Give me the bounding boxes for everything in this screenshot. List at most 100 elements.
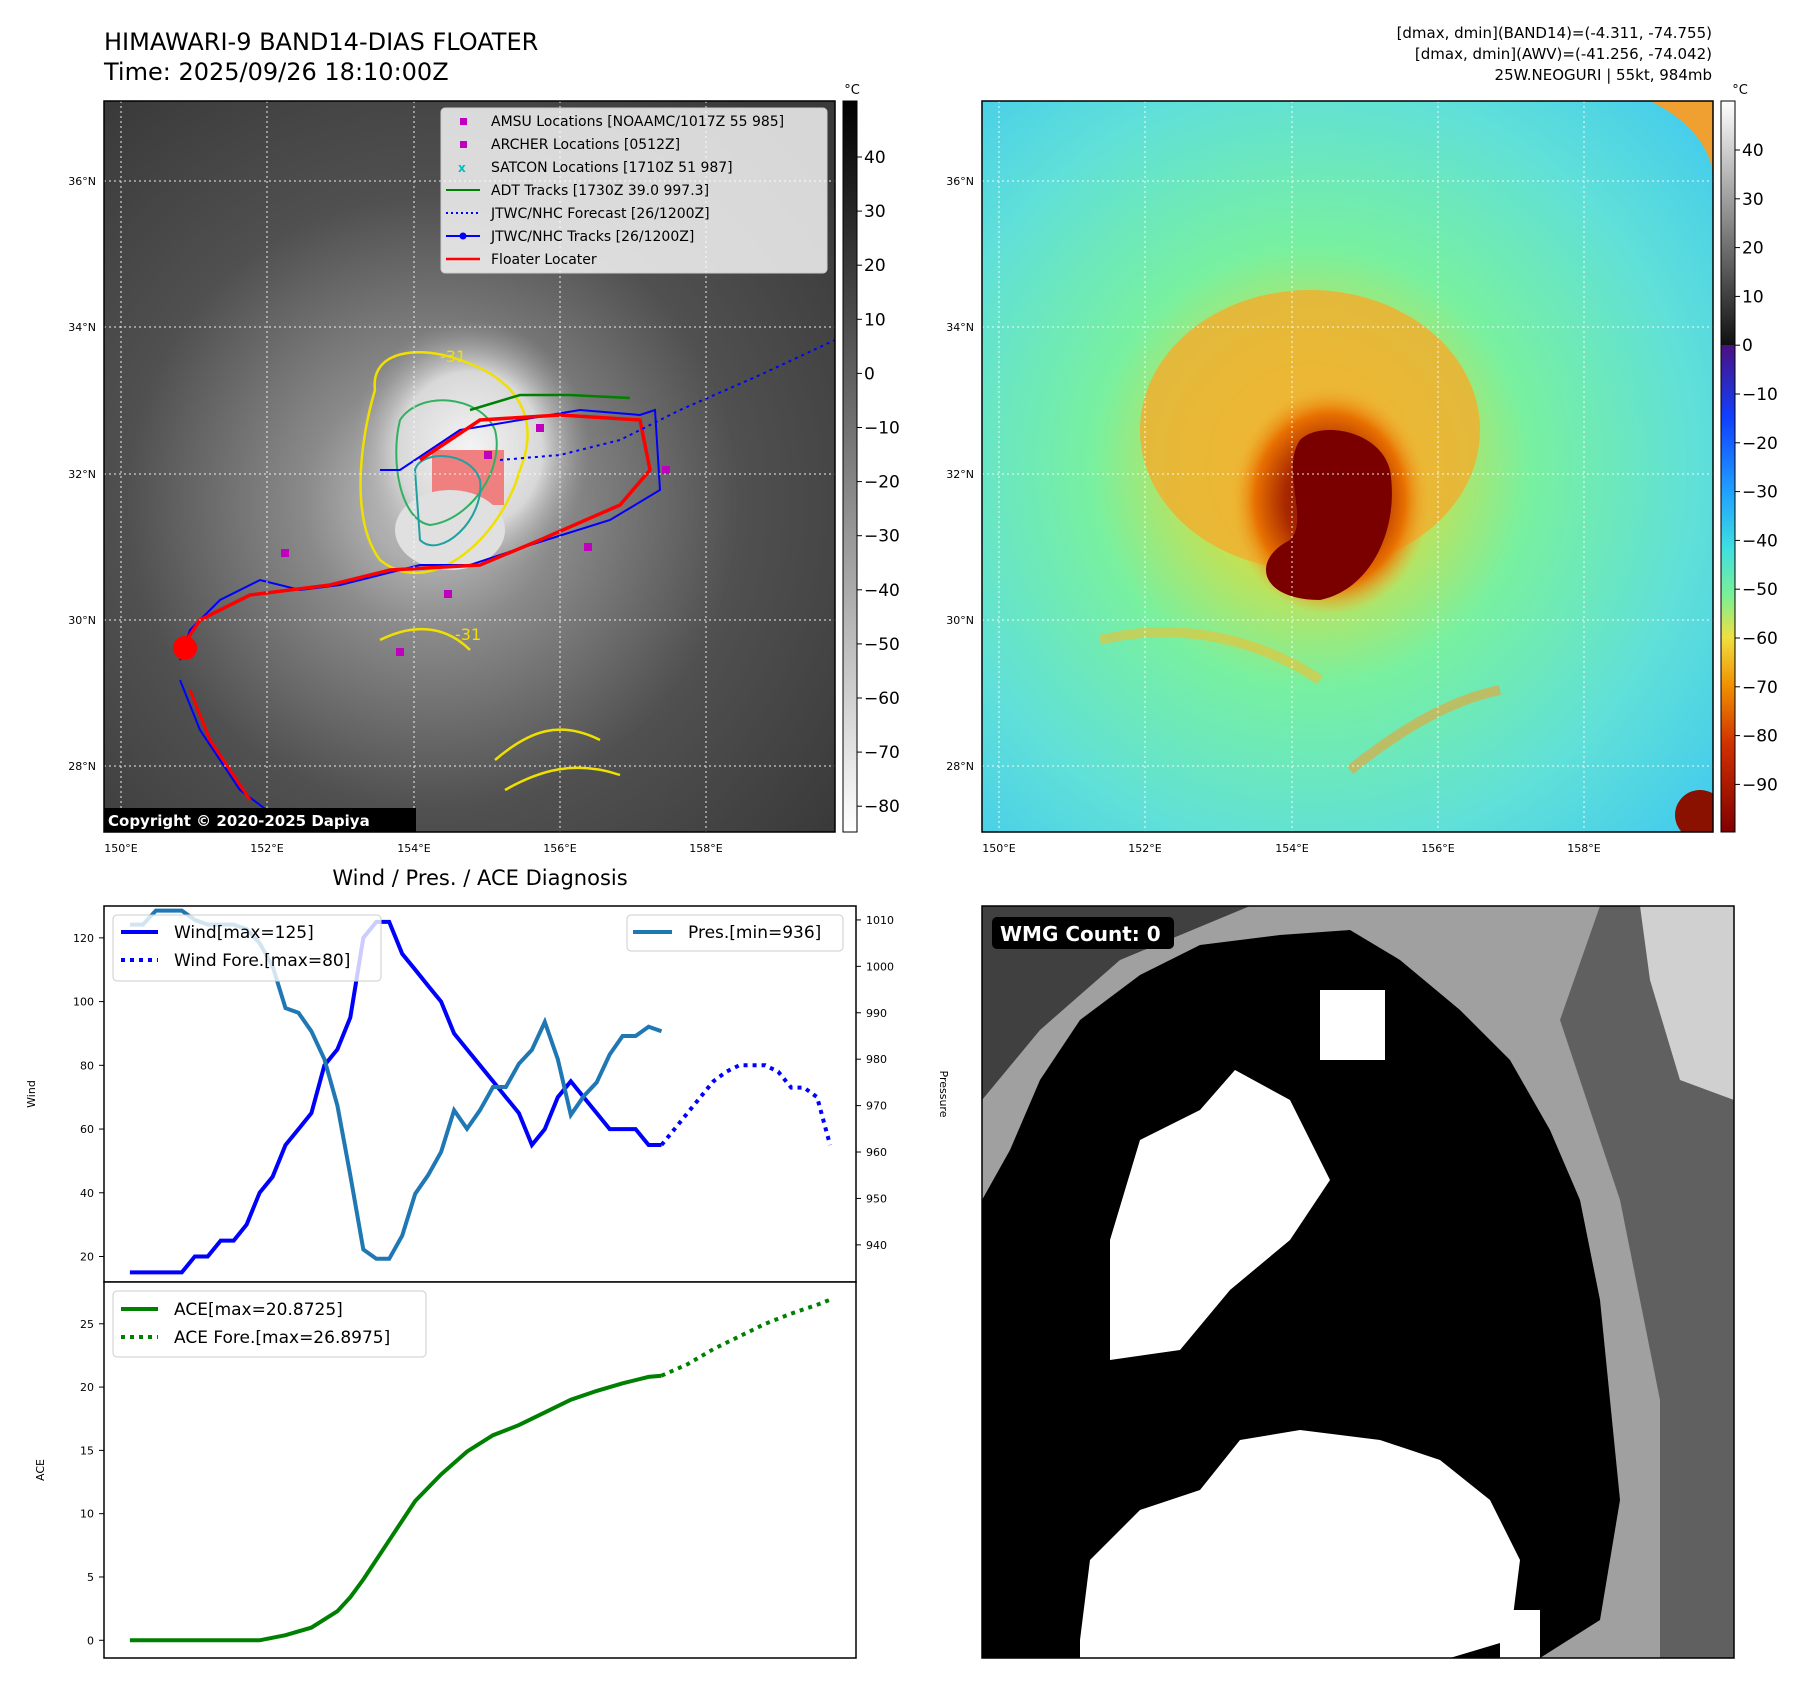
wind-tick-label: 80: [80, 1059, 94, 1072]
ir-colorbar-tick: −30: [864, 527, 900, 547]
wv-colorbar-tick: 10: [1742, 287, 1764, 307]
wv-map-panel: °C 40 30 20 10 0 −10 −20 −30 −40 −50 −60 −70 −80 −90: [981, 83, 1778, 833]
legend-satcon-marker: x: [458, 161, 466, 175]
ir-colorbar-tick: 40: [864, 148, 886, 168]
ir-colorbar-tick: −10: [864, 419, 900, 439]
wv-lon-label: 156°E: [1421, 842, 1454, 855]
ir-lat-label: 28°N: [68, 760, 96, 773]
wv-colorbar-unit: °C: [1732, 83, 1748, 98]
legend-wind-fore: Wind Fore.[max=80]: [174, 951, 350, 971]
wv-lat-label: 34°N: [946, 321, 974, 334]
wv-lon-label: 158°E: [1567, 842, 1600, 855]
legend-amsu: AMSU Locations [NOAAMC/1017Z 55 985]: [491, 114, 784, 130]
wind-tick-label: 100: [73, 996, 94, 1009]
pressure-tick-label: 1000: [866, 960, 894, 973]
contour-label-lower: -31: [455, 625, 481, 644]
legend-floater: Floater Locater: [491, 252, 597, 268]
wv-lon-label: 154°E: [1275, 842, 1308, 855]
ir-colorbar-tick: −70: [864, 743, 900, 763]
ir-colorbar: [842, 100, 858, 833]
pressure-axis-label: Pressure: [937, 1071, 950, 1118]
ir-colorbar-tick: 20: [864, 256, 886, 276]
ir-lat-label: 32°N: [68, 468, 96, 481]
wv-colorbar-tick: −90: [1742, 775, 1778, 795]
wv-colorbar-tick: −40: [1742, 531, 1778, 551]
wv-colorbar-color: [1721, 345, 1735, 832]
copyright-box: [104, 808, 416, 832]
ir-lon-label: 158°E: [689, 842, 722, 855]
pressure-tick-label: 960: [866, 1146, 887, 1159]
ace-axis-label: ACE: [34, 1459, 47, 1481]
legend-amsu-marker: [460, 118, 467, 125]
wind-tick-label: 60: [80, 1123, 94, 1136]
legend-ace: ACE[max=20.8725]: [174, 1300, 343, 1320]
wv-lon-label: 152°E: [1128, 842, 1161, 855]
ace-tick-label: 10: [80, 1508, 94, 1521]
wv-lat-label: 32°N: [946, 468, 974, 481]
ir-legend: AMSU Locations [NOAAMC/1017Z 55 985] ARC…: [440, 107, 828, 274]
wv-lat-label: 36°N: [946, 175, 974, 188]
ir-lon-label: 152°E: [250, 842, 283, 855]
dmax-band14: [dmax, dmin](BAND14)=(-4.311, -74.755): [1397, 24, 1712, 42]
wind-tick-label: 40: [80, 1187, 94, 1200]
legend-ace-fore: ACE Fore.[max=26.8975]: [174, 1328, 390, 1348]
ir-lon-label: 154°E: [397, 842, 430, 855]
wv-lon-label: 150°E: [982, 842, 1015, 855]
ir-colorbar-tick: −50: [864, 635, 900, 655]
pressure-tick-label: 970: [866, 1100, 887, 1113]
copyright-text: Copyright © 2020-2025 Dapiya: [108, 812, 370, 830]
legend-tracks: JTWC/NHC Tracks [26/1200Z]: [490, 229, 694, 245]
ir-colorbar-tick: 10: [864, 310, 886, 330]
wind-axis-label: Wind: [25, 1080, 38, 1108]
wv-colorbar-tick: 20: [1742, 239, 1764, 259]
ir-colorbar-tick: −80: [864, 797, 900, 817]
wind-tick-label: 120: [73, 932, 94, 945]
wmg-count-box: [992, 917, 1174, 949]
wind-line: [129, 919, 662, 1275]
ir-lat-label: 36°N: [68, 175, 96, 188]
wv-colorbar-tick: 40: [1742, 141, 1764, 161]
wv-lat-label: 30°N: [946, 614, 974, 627]
diag-title: Wind / Pres. / ACE Diagnosis: [332, 866, 627, 890]
ace-tick-label: 25: [80, 1318, 94, 1331]
wv-colorbar-tick: −80: [1742, 727, 1778, 747]
ace-tick-label: 0: [87, 1634, 94, 1647]
wv-colorbar-tick: −10: [1742, 385, 1778, 405]
ir-colorbar-tick: −20: [864, 473, 900, 493]
ace-forecast-line: [660, 1297, 831, 1378]
wind-legend: Wind[max=125] Wind Fore.[max=80]: [112, 914, 382, 982]
legend-wind: Wind[max=125]: [174, 923, 314, 943]
legend-satcon: SATCON Locations [1710Z 51 987]: [491, 160, 733, 176]
wv-colorbar-tick: 30: [1742, 190, 1764, 210]
legend-archer: ARCHER Locations [0512Z]: [491, 137, 680, 153]
storm-id: 25W.NEOGURI | 55kt, 984mb: [1495, 66, 1712, 84]
figure-time: Time: 2025/09/26 18:10:00Z: [103, 58, 449, 86]
figure-title: HIMAWARI-9 BAND14-DIAS FLOATER: [104, 28, 538, 56]
legend-archer-marker: [460, 141, 467, 148]
dmax-awv: [dmax, dmin](AWV)=(-41.256, -74.042): [1415, 45, 1712, 63]
pressure-tick-label: 950: [866, 1192, 887, 1205]
wv-colorbar-gray: [1721, 101, 1735, 345]
ace-tick-label: 20: [80, 1381, 94, 1394]
wv-colorbar-tick: −60: [1742, 629, 1778, 649]
ace-line: [129, 1373, 662, 1643]
ir-lat-label: 30°N: [68, 614, 96, 627]
wmg-count-label: WMG Count: 0: [1000, 922, 1161, 946]
wv-colorbar-tick: −50: [1742, 580, 1778, 600]
contour-label-upper: -31: [440, 347, 466, 366]
wmg-panel: WMG Count: 0: [981, 905, 1735, 1659]
ir-colorbar-unit: °C: [844, 83, 860, 98]
ace-tick-label: 5: [87, 1571, 94, 1584]
wv-colorbar-tick: 0: [1742, 336, 1753, 356]
pressure-legend: Pres.[min=936]: [626, 914, 844, 952]
legend-forecast: JTWC/NHC Forecast [26/1200Z]: [490, 206, 710, 222]
legend-tracks-marker: [459, 232, 467, 240]
pressure-tick-label: 980: [866, 1053, 887, 1066]
wv-colorbar-tick: −70: [1742, 678, 1778, 698]
ir-lat-label: 34°N: [68, 321, 96, 334]
pressure-tick-label: 990: [866, 1007, 887, 1020]
ir-colorbar-tick: −60: [864, 689, 900, 709]
legend-adt: ADT Tracks [1730Z 39.0 997.3]: [491, 183, 709, 199]
ace-legend: ACE[max=20.8725] ACE Fore.[max=26.8975]: [112, 1290, 427, 1358]
